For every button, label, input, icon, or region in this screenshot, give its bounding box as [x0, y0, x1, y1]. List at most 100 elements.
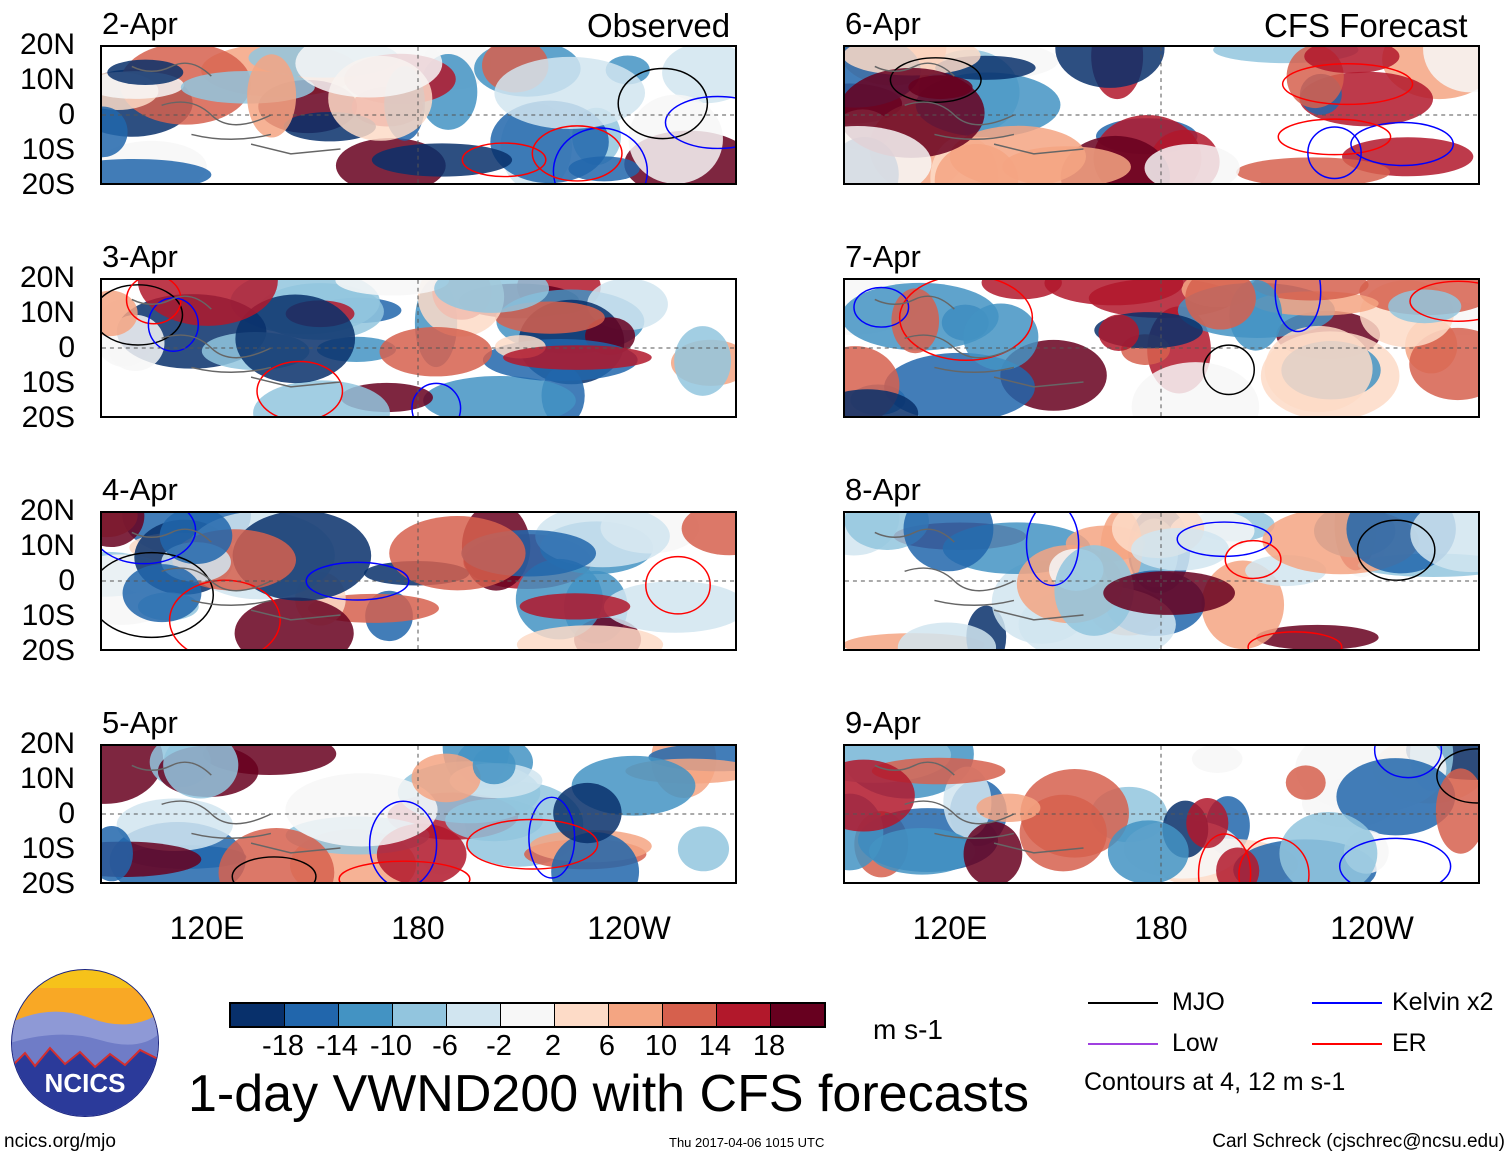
wind-anomaly-patch	[434, 280, 550, 313]
colorbar-tick: 2	[544, 1030, 562, 1062]
colorbar-swatch	[771, 1004, 824, 1026]
wind-anomaly-patch	[1336, 758, 1456, 836]
colorbar-tick: -18	[262, 1030, 304, 1062]
contour-line	[1274, 280, 1322, 333]
lat-label: 20S	[21, 168, 75, 201]
lon-label: 120W	[1330, 910, 1414, 946]
contour-line	[168, 579, 281, 649]
wind-anomaly-patch	[674, 326, 732, 396]
wind-anomaly-patch	[963, 821, 1023, 882]
lat-label: 10N	[19, 63, 75, 96]
figure-title: 1-day VWND200 with CFS forecasts	[188, 1065, 1029, 1123]
lat-label: 0	[58, 797, 75, 830]
wind-anomaly-patch	[389, 516, 526, 591]
wind-anomaly-patch	[1098, 314, 1140, 352]
wind-anomaly-patch	[234, 597, 354, 649]
lat-label: 10N	[19, 762, 75, 795]
contour-line	[552, 127, 649, 183]
wind-anomaly-patch	[677, 826, 730, 872]
contour-line	[528, 796, 576, 879]
map-panel-4-Apr	[100, 511, 737, 651]
lat-label: 10S	[21, 366, 75, 399]
contour-line	[1338, 837, 1452, 882]
contour-line	[411, 382, 462, 416]
wind-anomaly-patch	[116, 798, 233, 852]
wind-anomaly-patch	[868, 827, 976, 875]
wind-anomaly-patch	[943, 766, 992, 838]
wind-anomaly-patch	[1304, 47, 1400, 74]
lat-label: 20N	[19, 494, 75, 527]
wind-anomaly-patch	[897, 622, 997, 649]
map-panel-2-Apr	[100, 45, 737, 185]
wind-anomaly-patch	[1409, 327, 1478, 401]
lat-label: 10N	[19, 529, 75, 562]
coastline	[131, 62, 341, 155]
lat-label: 0	[58, 331, 75, 364]
lat-label: 0	[58, 564, 75, 597]
map-panel-9-Apr	[843, 744, 1480, 884]
wind-anomaly-patch	[1186, 798, 1229, 849]
legend-kelvin: Kelvin x2	[1392, 988, 1494, 1016]
wind-anomaly-patch	[1279, 811, 1378, 882]
wind-anomaly-patch	[494, 56, 646, 129]
colorbar-swatch	[609, 1004, 663, 1026]
lat-label: 10S	[21, 133, 75, 166]
panel-date-label: 7-Apr	[845, 239, 921, 274]
wind-anomaly-patch	[603, 581, 735, 633]
wind-anomaly-patch	[295, 47, 443, 98]
wind-anomaly-patch	[235, 294, 356, 384]
panel-date-label: 6-Apr	[845, 6, 921, 41]
wind-anomaly-patch	[411, 753, 481, 803]
wind-anomaly-patch	[379, 326, 493, 377]
colorbar-swatch	[447, 1004, 501, 1026]
wind-anomaly-patch	[1435, 768, 1478, 854]
wind-anomaly-patch	[472, 746, 516, 785]
contour-line	[102, 551, 214, 639]
contour-line	[1373, 746, 1443, 779]
wind-anomaly-patch	[102, 158, 212, 183]
contour-line	[853, 286, 910, 328]
colorbar-tick: 14	[698, 1030, 732, 1062]
colorbar-tick: 10	[644, 1030, 678, 1062]
map-panel-8-Apr	[843, 511, 1480, 651]
colorbar-tick: 6	[598, 1030, 616, 1062]
footer-link[interactable]: ncics.org/mjo	[4, 1131, 116, 1152]
contour-line	[1356, 519, 1436, 582]
colorbar-tick: 18	[752, 1030, 786, 1062]
wind-anomaly-patch	[102, 746, 164, 804]
contour-line	[1202, 344, 1255, 396]
panel-date-label: 2-Apr	[102, 6, 178, 41]
colorbar-swatch	[339, 1004, 393, 1026]
panel-date-label: 4-Apr	[102, 472, 178, 507]
contour-line	[461, 142, 547, 178]
panel-date-label: 8-Apr	[845, 472, 921, 507]
contour-line	[1224, 539, 1282, 580]
contour-line	[1025, 513, 1080, 587]
wind-anomaly-patch	[1285, 765, 1326, 800]
wind-anomaly-patch	[218, 827, 335, 882]
panel-date-label: 9-Apr	[845, 705, 921, 740]
legend-low: Low	[1172, 1029, 1218, 1057]
contour-line	[305, 561, 410, 601]
colorbar-tick: -10	[370, 1030, 412, 1062]
contour-line	[231, 856, 317, 882]
contour-line	[338, 860, 471, 882]
wind-anomaly-patch	[662, 47, 735, 104]
wind-anomaly-patch	[137, 280, 278, 326]
contour-line	[889, 57, 982, 104]
contour-line	[898, 280, 1034, 361]
wind-anomaly-patch	[1410, 513, 1478, 573]
lat-label: 20N	[19, 261, 75, 294]
wind-anomaly-patch	[371, 143, 513, 177]
colorbar-swatch	[663, 1004, 717, 1026]
colorbar	[229, 1002, 826, 1028]
contour-line	[1238, 837, 1310, 882]
er-legend-line	[1312, 1043, 1382, 1045]
contour-line	[102, 513, 197, 565]
wind-anomaly-patch	[1144, 143, 1240, 183]
wind-anomaly-patch	[845, 126, 932, 183]
contour-note: Contours at 4, 12 m s-1	[1084, 1068, 1346, 1096]
contour-line	[1350, 121, 1454, 167]
colorbar-tick: -2	[486, 1030, 512, 1062]
